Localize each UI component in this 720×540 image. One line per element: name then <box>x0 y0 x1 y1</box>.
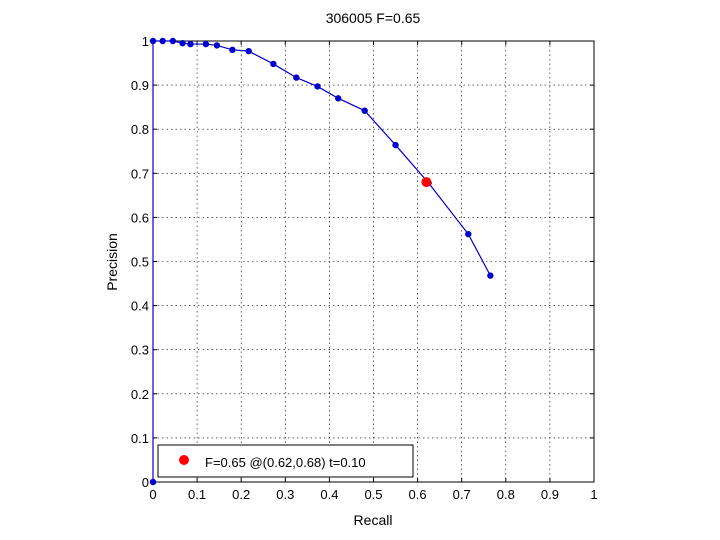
grid-lines <box>153 41 594 482</box>
y-tick-label: 0.1 <box>131 431 149 446</box>
best-f-point <box>421 177 432 188</box>
data-point <box>149 478 157 486</box>
y-tick-label: 0.2 <box>131 387 149 402</box>
chart-title: 306005 F=0.65 <box>326 10 421 26</box>
data-point <box>314 83 321 90</box>
x-tick-label: 0.5 <box>364 487 382 502</box>
y-tick-label: 0.4 <box>131 299 149 314</box>
data-point <box>392 141 399 149</box>
x-tick-label: 0.9 <box>541 487 559 502</box>
x-tick-label: 0.6 <box>409 487 427 502</box>
y-tick-label: 0.5 <box>131 255 149 270</box>
x-tick-label: 0.1 <box>188 487 206 502</box>
data-point <box>245 47 252 55</box>
x-tick-label: 0.2 <box>232 487 250 502</box>
ticks: 0 0.1 0.2 0.3 0.4 0.5 0.6 0.7 0.8 0.9 1 0 0.1 0.2 0.3 0… <box>131 34 598 502</box>
legend-box <box>157 444 414 478</box>
y-tick-label: 0 <box>142 475 149 490</box>
y-tick-label: 0.6 <box>131 210 149 225</box>
data-point <box>293 74 300 81</box>
legend-marker <box>179 455 189 465</box>
legend-entry: F=0.65 @(0.62,0.68) t=0.10 <box>205 455 366 470</box>
data-point <box>187 40 194 48</box>
data-point <box>487 272 494 279</box>
data-point <box>229 46 236 54</box>
x-axis-label: Recall <box>354 512 393 528</box>
x-tick-label: 0.3 <box>276 487 294 502</box>
y-tick-label: 1 <box>142 34 149 49</box>
legend: F=0.65 @(0.62,0.68) t=0.10 <box>157 444 414 478</box>
y-tick-label: 0.7 <box>131 166 149 181</box>
data-point <box>159 37 166 45</box>
x-tick-label: 0.8 <box>497 487 515 502</box>
x-tick-label: 0.7 <box>453 487 471 502</box>
y-tick-label: 0.3 <box>131 343 149 358</box>
y-axis-label: Precision <box>104 233 120 291</box>
x-tick-label: 1 <box>590 487 597 502</box>
data-point <box>169 37 177 45</box>
x-tick-label: 0 <box>149 487 156 502</box>
x-tick-label: 0.4 <box>320 487 338 502</box>
data-point <box>149 37 157 45</box>
data-point <box>335 95 342 102</box>
y-tick-label: 0.9 <box>131 78 149 93</box>
y-tick-label: 0.8 <box>131 122 149 137</box>
data-point <box>361 107 368 114</box>
data-point <box>213 42 221 49</box>
data-point <box>202 40 210 48</box>
data-point <box>179 40 186 47</box>
series-group <box>149 37 494 486</box>
data-point <box>465 230 472 238</box>
data-point <box>270 60 277 68</box>
